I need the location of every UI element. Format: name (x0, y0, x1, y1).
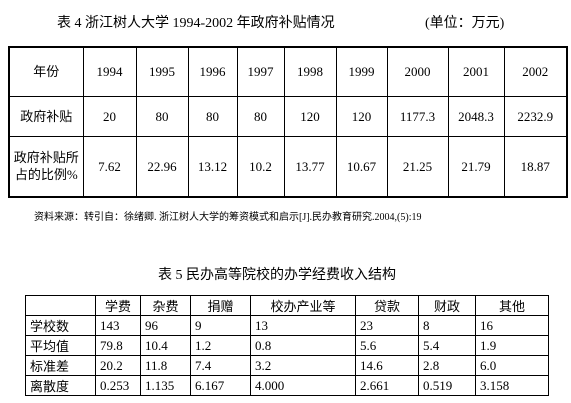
value-cell: 96 (140, 315, 191, 336)
value-cell: 143 (95, 315, 141, 336)
value-cell: 4.000 (250, 375, 356, 396)
row-label: 标准差 (25, 355, 96, 376)
header-cell: 财政 (418, 295, 476, 316)
value-cell: 3.158 (475, 375, 549, 396)
value-cell: 21.79 (447, 135, 505, 198)
value-cell: 21.25 (386, 135, 449, 198)
header-row: 学费 杂费 捐赠 校办产业等 贷款 财政 其他 (25, 295, 549, 316)
data-row: 政府补贴所占的比例% 7.62 22.96 13.12 10.2 13.77 10.67 21… (8, 135, 568, 198)
value-cell: 2232.9 (503, 95, 568, 137)
value-cell: 120 (283, 95, 337, 137)
data-row: 政府补贴 20 80 80 80 120 120 1177.3 2048.3 2232.9 (8, 95, 568, 137)
value-cell: 13 (250, 315, 356, 336)
value-cell: 2.8 (418, 355, 476, 376)
value-cell: 7.4 (190, 355, 251, 376)
value-cell: 5.4 (418, 335, 476, 356)
value-cell: 5.6 (355, 335, 419, 356)
table-unit: (单位：万元) (425, 16, 505, 31)
table-caption: 表 5 民办高等院校的办学经费收入结构 (158, 268, 396, 283)
value-cell: 1177.3 (386, 95, 449, 137)
header-cell: 年份 (8, 46, 84, 97)
value-cell: 6.0 (475, 355, 549, 376)
row-label: 政府补贴 (8, 95, 84, 137)
value-cell: 0.519 (418, 375, 476, 396)
subsidy-table: 年份 1994 1995 1996 1997 1998 1999 2000 2001 2002 政府… (8, 46, 568, 198)
header-cell: 1998 (283, 46, 337, 97)
header-cell: 1999 (335, 46, 388, 97)
value-cell: 10.67 (335, 135, 388, 198)
value-cell: 3.2 (250, 355, 356, 376)
value-cell: 0.253 (95, 375, 141, 396)
value-cell: 2.661 (355, 375, 419, 396)
source-note: 资料来源：转引自：徐绪卿. 浙江树人大学的筹资模式和启示[J].民办教育研究.2… (34, 212, 422, 223)
header-cell: 1996 (187, 46, 238, 97)
value-cell: 1.135 (140, 375, 191, 396)
value-cell: 23 (355, 315, 419, 336)
header-cell: 2000 (386, 46, 449, 97)
header-cell: 其他 (475, 295, 549, 316)
value-cell: 14.6 (355, 355, 419, 376)
data-row: 标准差 20.2 11.8 7.4 3.2 14.6 2.8 6.0 (25, 355, 549, 376)
value-cell: 16 (475, 315, 549, 336)
value-cell: 10.4 (140, 335, 191, 356)
value-cell: 9 (190, 315, 251, 336)
value-cell: 8 (418, 315, 476, 336)
header-cell: 贷款 (355, 295, 419, 316)
value-cell: 80 (187, 95, 238, 137)
value-cell: 80 (236, 95, 285, 137)
value-cell: 120 (335, 95, 388, 137)
value-cell: 1.2 (190, 335, 251, 356)
header-cell: 学费 (95, 295, 141, 316)
row-label: 平均值 (25, 335, 96, 356)
value-cell: 11.8 (140, 355, 191, 376)
header-cell: 杂费 (140, 295, 191, 316)
data-row: 离散度 0.253 1.135 6.167 4.000 2.661 0.519 3.158 (25, 375, 549, 396)
value-cell: 20 (82, 95, 137, 137)
data-row: 学校数 143 96 9 13 23 8 16 (25, 315, 549, 336)
value-cell: 20.2 (95, 355, 141, 376)
header-cell: 2002 (503, 46, 568, 97)
income-table: 学费 杂费 捐赠 校办产业等 贷款 财政 其他 学校数 143 96 9 13 23 8 16 平均值 79.8… (25, 295, 549, 396)
header-cell: 1997 (236, 46, 285, 97)
value-cell: 6.167 (190, 375, 251, 396)
value-cell: 80 (135, 95, 189, 137)
value-cell: 7.62 (82, 135, 137, 198)
value-cell: 10.2 (236, 135, 285, 198)
value-cell: 13.12 (187, 135, 238, 198)
row-label: 离散度 (25, 375, 96, 396)
corner-cell (25, 295, 96, 316)
value-cell: 22.96 (135, 135, 189, 198)
data-row: 平均值 79.8 10.4 1.2 0.8 5.6 5.4 1.9 (25, 335, 549, 356)
header-cell: 2001 (447, 46, 505, 97)
header-row: 年份 1994 1995 1996 1997 1998 1999 2000 2001 2002 (8, 46, 568, 97)
table-caption: 表 4 浙江树人大学 1994-2002 年政府补贴情况 (57, 16, 335, 31)
value-cell: 79.8 (95, 335, 141, 356)
header-cell: 捐赠 (190, 295, 251, 316)
value-cell: 13.77 (283, 135, 337, 198)
header-cell: 校办产业等 (250, 295, 356, 316)
row-label: 政府补贴所占的比例% (8, 135, 84, 198)
value-cell: 2048.3 (447, 95, 505, 137)
header-cell: 1994 (82, 46, 137, 97)
row-label: 学校数 (25, 315, 96, 336)
value-cell: 18.87 (503, 135, 568, 198)
value-cell: 1.9 (475, 335, 549, 356)
value-cell: 0.8 (250, 335, 356, 356)
header-cell: 1995 (135, 46, 189, 97)
